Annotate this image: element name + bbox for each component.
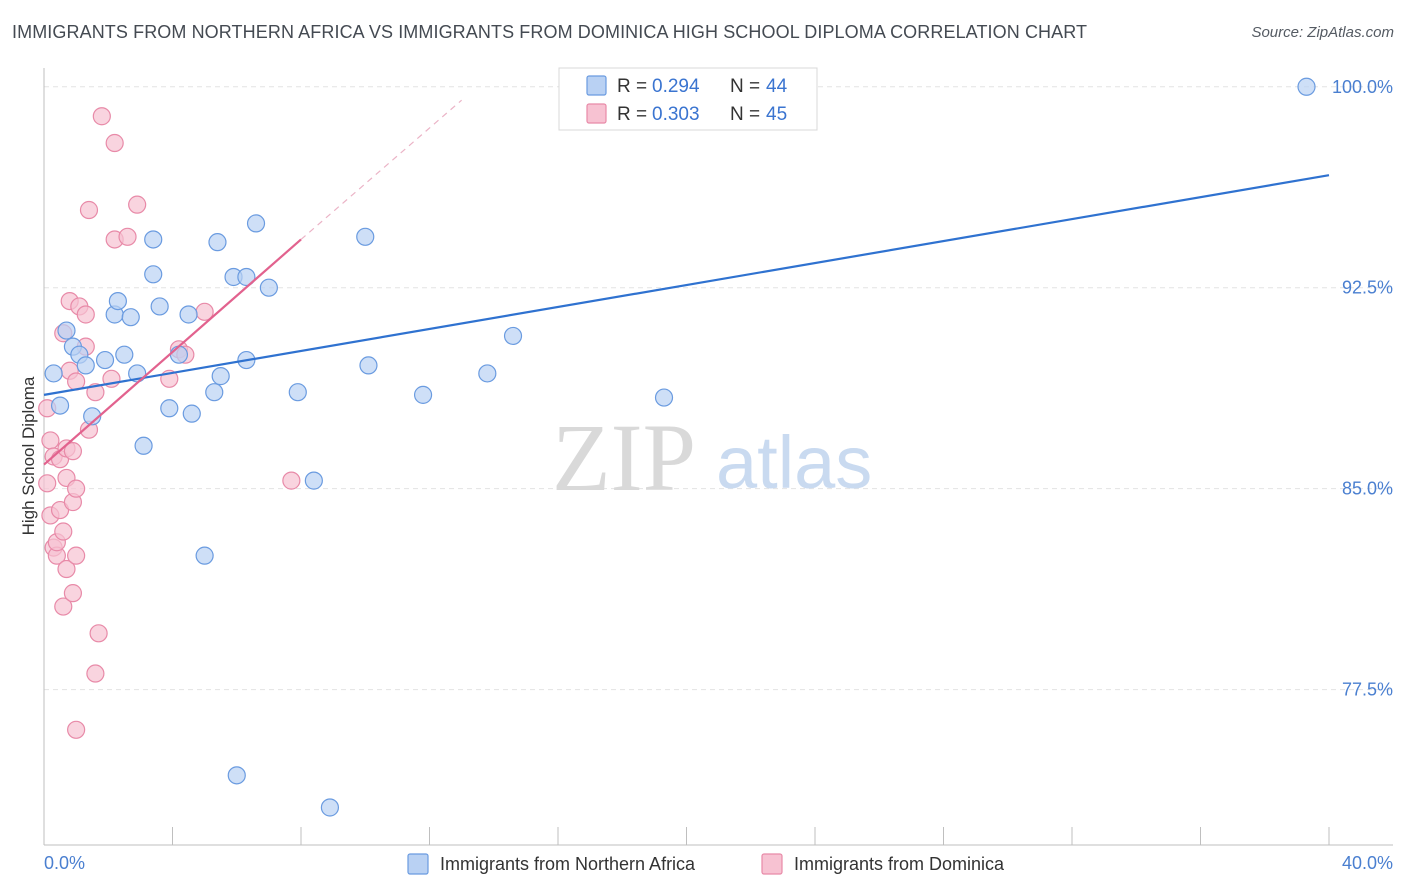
point-dominica [86,383,105,402]
point-dominica [89,624,108,643]
legend-n-value-blue: 44 [766,76,788,97]
point-dominica [67,720,86,739]
grid-layer [44,86,1393,691]
point-northern-africa [246,214,266,233]
point-northern-africa [150,297,169,316]
legend-n-label-blue: N = [730,76,760,97]
point-northern-africa [237,267,256,287]
point-dominica [57,559,76,579]
point-northern-africa [211,367,230,386]
axis-layer [43,68,1393,846]
legend-r-label-blue: R = [617,76,647,97]
point-northern-africa [44,364,63,383]
y-tick-label: 100.0% [1332,77,1393,97]
point-northern-africa [160,399,179,418]
x-tick-label-min: 0.0% [44,853,85,873]
point-northern-africa [179,305,198,324]
point-dominica [54,522,73,541]
point-northern-africa [144,265,163,284]
y-tick-label: 92.5% [1342,278,1393,298]
point-northern-africa [259,278,278,297]
point-dominica [63,584,83,603]
point-dominica [79,200,99,220]
source-label: Source: ZipAtlas.com [1251,24,1394,41]
legend-swatch-pink [586,103,607,124]
point-northern-africa [144,230,163,249]
bottom-legend-label-pink: Immigrants from Dominica [794,854,1005,874]
y-axis-title: High School Diploma [19,376,38,535]
point-northern-africa [195,546,214,565]
point-northern-africa [57,321,76,340]
point-northern-africa [288,383,307,402]
trend-line-dominica-extension [300,99,463,240]
point-northern-africa [503,326,523,346]
watermark-zip: ZIP [552,404,696,511]
bottom-legend-swatch-pink [761,853,783,875]
trend-line-dominica [43,238,302,466]
point-dominica [118,227,137,246]
watermark: ZIP atlas [552,404,872,511]
legend-swatch-blue [586,75,607,96]
y-tick-labels: 77.5% 85.0% 92.5% 100.0% [1332,77,1393,700]
point-dominica [54,597,73,616]
point-northern-africa [413,385,433,404]
chart-title: IMMIGRANTS FROM NORTHERN AFRICA VS IMMIG… [12,22,1088,42]
point-dominica [92,107,111,126]
point-dominica [76,305,95,324]
series-dominica-points [38,107,301,739]
point-dominica [41,431,60,450]
point-dominica [282,471,301,490]
point-northern-africa [320,798,340,817]
bottom-legend-label-blue: Immigrants from Northern Africa [440,854,696,874]
legend-box: R = 0.294 N = 44 R = 0.303 N = 45 [558,67,818,131]
point-northern-africa [108,292,127,311]
point-northern-africa [50,396,70,415]
point-northern-africa [208,233,227,252]
point-dominica [38,474,57,493]
point-northern-africa [95,350,115,370]
legend-r-value-blue: 0.294 [652,76,700,97]
point-dominica [128,195,147,214]
point-northern-africa [359,356,378,375]
y-tick-label: 85.0% [1342,479,1393,499]
point-northern-africa [304,471,323,490]
trend-line-northern-africa [43,174,1330,396]
bottom-legend-swatch-blue [407,853,429,875]
trend-layer [43,99,1330,466]
legend-n-value-pink: 45 [766,104,787,125]
point-dominica [67,479,86,498]
legend-n-label-pink: N = [730,104,760,125]
bottom-legend: Immigrants from Northern Africa Immigran… [407,853,1005,875]
point-northern-africa [121,308,140,327]
point-northern-africa [115,345,134,364]
point-northern-africa [478,364,497,383]
point-northern-africa [227,766,246,785]
x-tick-label-max: 40.0% [1342,853,1393,873]
point-dominica [86,664,105,683]
legend-r-value-pink: 0.303 [652,104,700,125]
point-northern-africa [205,383,224,402]
point-northern-africa [134,436,153,455]
point-northern-africa [356,227,375,246]
point-dominica [50,500,70,520]
legend-r-label-pink: R = [617,104,647,125]
point-dominica [67,546,86,565]
point-northern-africa [182,404,201,423]
watermark-atlas: atlas [716,421,872,504]
point-dominica [105,133,124,153]
y-tick-label: 77.5% [1342,680,1393,700]
point-northern-africa [1297,77,1316,96]
point-northern-africa [76,356,95,375]
point-northern-africa [654,388,674,407]
point-northern-africa [169,345,189,364]
point-dominica [63,442,83,461]
